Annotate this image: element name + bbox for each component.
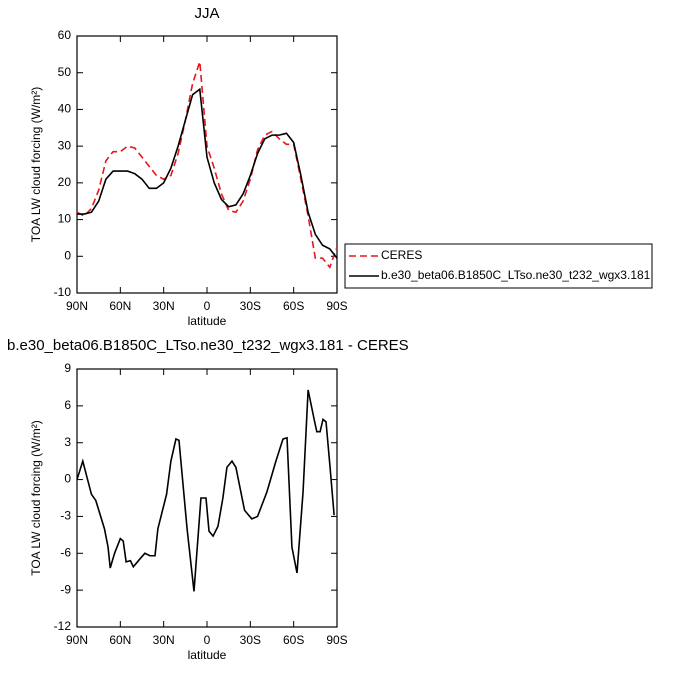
y-tick-label: -10 (54, 285, 72, 299)
legend-label: b.e30_beta06.B1850C_LTso.ne30_t232_wgx3.… (381, 268, 651, 282)
x-tick-label: 90N (66, 299, 88, 313)
y-axis-label: TOA LW cloud forcing (W/m²) (29, 87, 43, 243)
y-tick-label: 20 (58, 175, 72, 189)
x-tick-label: 0 (204, 299, 211, 313)
x-tick-label: 90N (66, 633, 88, 647)
y-tick-label: 10 (58, 212, 72, 226)
legend-box (344, 243, 653, 289)
y-tick-label: 50 (58, 65, 72, 79)
x-tick-label: 90S (326, 299, 347, 313)
x-tick-label: 60N (109, 633, 131, 647)
x-tick-label: 90S (326, 633, 347, 647)
x-tick-label: 30N (153, 299, 175, 313)
y-tick-label: 9 (64, 361, 71, 375)
data-line (76, 389, 335, 592)
y-tick-label: 0 (64, 472, 71, 486)
x-tick-label: 60S (283, 633, 304, 647)
y-tick-label: -12 (54, 619, 72, 633)
x-tick-label: 30S (240, 299, 261, 313)
y-tick-label: 3 (64, 435, 71, 449)
data-line (77, 87, 338, 259)
x-axis-label: latitude (188, 648, 227, 662)
y-axis-label: TOA LW cloud forcing (W/m²) (29, 420, 43, 576)
x-tick-label: 0 (204, 633, 211, 647)
chart-title: JJA (194, 5, 219, 22)
y-tick-label: -6 (60, 545, 71, 559)
y-tick-label: 0 (64, 248, 71, 262)
y-tick-label: 60 (58, 28, 72, 42)
y-tick-label: -9 (60, 582, 71, 596)
y-tick-label: 30 (58, 138, 72, 152)
x-tick-label: 30S (240, 633, 261, 647)
x-axis-label: latitude (188, 314, 227, 328)
y-tick-label: 6 (64, 398, 71, 412)
x-tick-label: 30N (153, 633, 175, 647)
plot-frame (76, 368, 338, 628)
legend-label: CERES (381, 248, 422, 262)
y-tick-label: 40 (58, 102, 72, 116)
chart-title: b.e30_beta06.B1850C_LTso.ne30_t232_wgx3.… (7, 337, 409, 354)
x-tick-label: 60S (283, 299, 304, 313)
x-tick-label: 60N (109, 299, 131, 313)
y-tick-label: -3 (60, 509, 71, 523)
